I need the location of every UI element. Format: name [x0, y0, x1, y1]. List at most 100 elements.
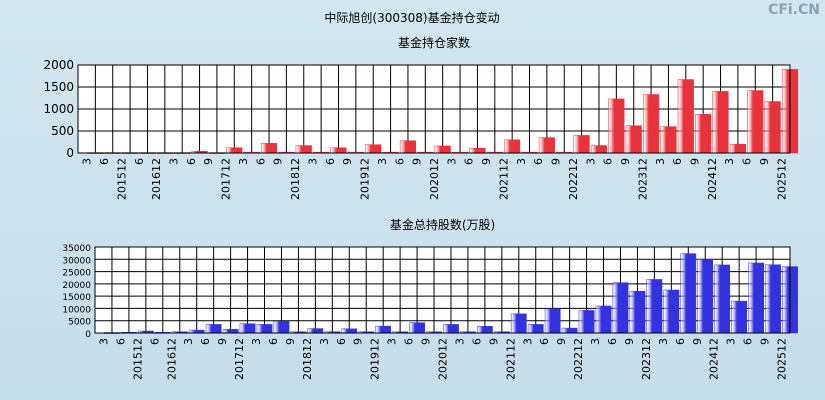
y-tick-label: 30000 — [62, 256, 91, 266]
bar — [660, 126, 677, 154]
plot-border — [77, 64, 791, 154]
x-tick-label: 3 — [589, 338, 602, 345]
y-tick-label: 0 — [85, 330, 91, 340]
y-tick-label: 500 — [51, 124, 74, 138]
y-tick-label: 1000 — [43, 102, 74, 116]
x-tick-label: 6 — [148, 338, 161, 345]
bar — [573, 135, 590, 154]
bar — [695, 114, 712, 154]
bar — [504, 139, 521, 154]
x-tick-label: 9 — [216, 338, 229, 345]
x-tick-label: 9 — [691, 338, 704, 345]
x-tick-label: 6 — [133, 158, 146, 165]
x-tick-label: 9 — [341, 158, 354, 165]
x-tick-label: 9 — [759, 338, 772, 345]
bar — [714, 264, 731, 334]
x-tick-label: 201912 — [369, 338, 382, 380]
x-tick-label: 3 — [445, 158, 458, 165]
x-tick-label: 202412 — [708, 338, 721, 380]
x-tick-label: 6 — [403, 338, 416, 345]
bar — [590, 145, 608, 154]
bar — [561, 327, 578, 334]
x-tick-label: 202112 — [504, 338, 517, 380]
x-tick-label: 3 — [453, 338, 466, 345]
bar — [729, 143, 746, 154]
x-tick-label: 201912 — [359, 158, 372, 200]
x-tick-label: 3 — [81, 158, 94, 165]
bar — [765, 264, 781, 334]
x-tick-label: 9 — [550, 158, 563, 165]
bar — [629, 290, 646, 334]
bar — [646, 279, 663, 334]
y-tick-label: 20000 — [62, 281, 91, 291]
x-tick-label: 6 — [393, 158, 406, 165]
x-tick-label: 6 — [742, 338, 755, 345]
bar — [764, 101, 781, 154]
bar — [538, 137, 555, 154]
x-tick-label: 201612 — [150, 158, 163, 200]
x-tick-label: 3 — [237, 158, 250, 165]
bar — [731, 300, 748, 334]
bar — [375, 325, 392, 334]
x-tick-label: 6 — [674, 338, 687, 345]
y-tick-label: 1500 — [43, 80, 74, 94]
y-tick-label: 25000 — [62, 269, 91, 279]
bar — [222, 329, 239, 334]
x-tick-label: 201512 — [115, 158, 128, 200]
x-tick-label: 6 — [199, 338, 212, 345]
bar — [748, 262, 764, 334]
chart-title: 基金总持股数(万股) — [390, 217, 495, 232]
bar — [205, 324, 222, 334]
x-tick-label: 6 — [470, 338, 483, 345]
x-tick-label: 6 — [185, 158, 198, 165]
bar — [697, 259, 714, 334]
x-tick-label: 3 — [515, 158, 528, 165]
x-tick-label: 3 — [521, 338, 534, 345]
x-tick-label: 3 — [657, 338, 670, 345]
x-tick-label: 6 — [532, 158, 545, 165]
x-tick-label: 202012 — [428, 158, 441, 200]
plot-border — [94, 246, 791, 334]
x-tick-label: 6 — [98, 158, 111, 165]
bar — [578, 310, 595, 334]
bar — [307, 328, 324, 334]
x-tick-label: 6 — [741, 158, 754, 165]
x-tick-label: 3 — [182, 338, 195, 345]
x-tick-label: 3 — [654, 158, 667, 165]
x-tick-label: 9 — [272, 158, 285, 165]
x-tick-label: 9 — [420, 338, 433, 345]
page-title: 中际旭创(300308)基金持仓变动 — [324, 10, 499, 25]
chart-title: 基金持仓家数 — [398, 35, 470, 50]
bar — [608, 98, 625, 154]
x-tick-label: 9 — [352, 338, 365, 345]
x-tick-label: 201712 — [220, 158, 233, 200]
bar — [341, 328, 358, 334]
x-tick-label: 202512 — [776, 338, 789, 380]
x-tick-label: 201812 — [301, 338, 314, 380]
x-tick-label: 9 — [202, 158, 215, 165]
bar — [295, 145, 312, 154]
x-tick-label: 201812 — [289, 158, 302, 200]
y-tick-label: 5000 — [68, 318, 91, 328]
x-tick-label: 201512 — [131, 338, 144, 380]
x-tick-label: 202212 — [572, 338, 585, 380]
bar — [510, 313, 527, 334]
x-tick-label: 202312 — [636, 158, 649, 200]
y-tick-label: 35000 — [62, 244, 91, 254]
bar — [365, 144, 382, 154]
x-tick-label: 6 — [335, 338, 348, 345]
x-tick-label: 9 — [480, 158, 493, 165]
y-tick-label: 15000 — [62, 293, 91, 303]
bar — [443, 324, 459, 334]
x-tick-label: 3 — [584, 158, 597, 165]
x-tick-label: 6 — [114, 338, 127, 345]
x-tick-label: 201612 — [165, 338, 178, 380]
x-tick-label: 3 — [250, 338, 263, 345]
bar — [747, 90, 764, 154]
y-tick-label: 2000 — [43, 58, 74, 72]
bar — [409, 322, 425, 334]
bar — [273, 320, 290, 334]
x-tick-label: 3 — [168, 158, 181, 165]
x-tick-label: 6 — [463, 158, 476, 165]
